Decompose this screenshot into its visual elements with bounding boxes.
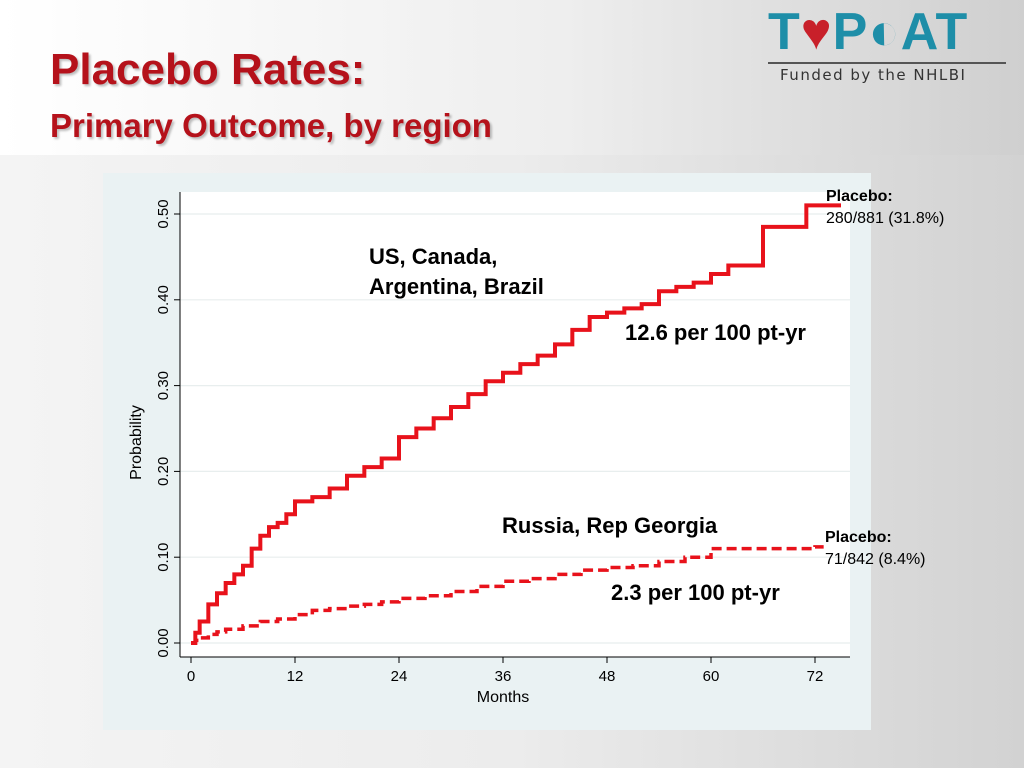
series-line-1: [191, 545, 824, 645]
plot-area: [180, 192, 850, 657]
chart-panel: 0.00 0.10 0.20 0.30 0.40 0.50 0 12 24 36 48 60 72 Mon…: [103, 173, 871, 730]
logo-divider: [768, 62, 1006, 64]
x-tick-label-4: 48: [599, 668, 616, 685]
slide-subtitle: Primary Outcome, by region: [50, 107, 492, 144]
series-line-0: [191, 203, 841, 645]
y-axis-label: Probability: [128, 405, 145, 480]
x-tick-label-6: 72: [807, 668, 824, 685]
y-tick-label-2: 0.20: [155, 457, 172, 486]
y-tick-label-5: 0.50: [155, 199, 172, 228]
km-chart: 0.00 0.10 0.20 0.30 0.40 0.50 0 12 24 36 48 60 72 Mon…: [128, 192, 850, 706]
x-tick-label-0: 0: [187, 668, 195, 685]
y-tick-label-3: 0.30: [155, 371, 172, 400]
rate2-label: 2.3 per 100 pt-yr: [611, 580, 780, 605]
region2-label: Russia, Rep Georgia: [502, 513, 718, 538]
end2-label: Placebo:: [825, 529, 892, 546]
region1-label: US, Canada, Argentina, Brazil: [369, 244, 544, 299]
header-band: [0, 0, 1024, 155]
slide-title: Placebo Rates:: [50, 45, 366, 94]
logo-tagline: Funded by the NHLBI: [780, 66, 967, 84]
logo-letters-at: AT: [900, 3, 969, 61]
y-tick-label-4: 0.40: [155, 285, 172, 314]
globe-icon: ◐: [868, 3, 901, 61]
rate1-label: 12.6 per 100 pt-yr: [625, 320, 806, 345]
end2-value: 71/842 (8.4%): [825, 551, 926, 568]
end1-label: Placebo:: [826, 188, 893, 205]
logo-letter-p: P: [832, 3, 869, 61]
x-axis-label: Months: [477, 689, 529, 706]
logo-letter-t: T: [768, 3, 801, 61]
heart-icon: ♥: [800, 3, 833, 61]
y-tick-label-1: 0.10: [155, 543, 172, 572]
x-tick-label-5: 60: [703, 668, 720, 685]
logo-wordmark: T♥P◐AT: [768, 0, 968, 64]
end1-value: 280/881 (31.8%): [826, 210, 945, 227]
topcat-logo: T♥P◐AT Funded by the NHLBI: [762, 3, 1014, 88]
x-tick-label-2: 24: [391, 668, 408, 685]
y-tick-label-0: 0.00: [155, 628, 172, 657]
x-tick-label-1: 12: [287, 668, 304, 685]
x-tick-label-3: 36: [495, 668, 512, 685]
